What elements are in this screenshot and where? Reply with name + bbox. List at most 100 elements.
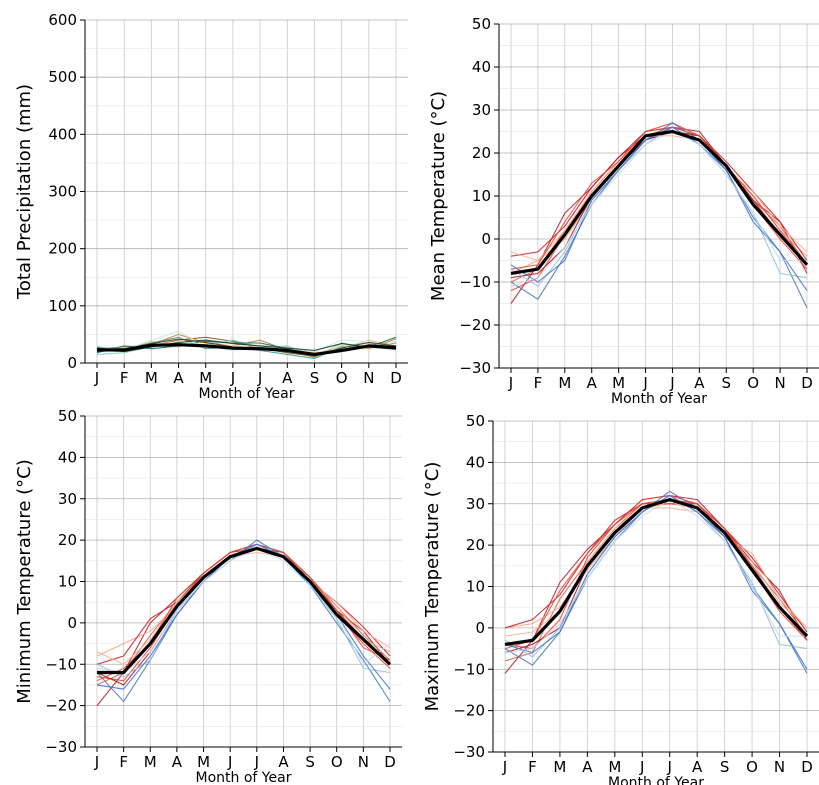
x-tick-label: A [692,758,703,776]
y-tick-label: −20 [453,702,485,720]
ensemble-line [510,126,808,288]
y-tick-label: 300 [48,183,77,201]
x-tick-label: J [502,758,507,776]
y-tick-label: −20 [459,316,491,334]
x-tick-label: J [669,374,674,392]
x-axis-label: Month of Year [608,775,704,785]
y-tick-label: 40 [466,453,485,471]
x-tick-label: A [278,753,289,771]
x-tick-label: J [508,374,513,392]
x-tick-label: A [173,369,184,387]
y-axis-label: Total Precipitation (mm) [14,84,35,300]
x-tick-label: N [774,758,785,776]
y-tick-label: 20 [58,531,77,549]
y-tick-label: −20 [45,697,77,715]
ensemble-line [96,339,397,353]
y-tick-label: 400 [48,125,77,143]
ensemble-line [96,543,391,690]
x-axis-label: Month of Year [196,770,292,785]
y-tick-label: −10 [453,660,485,678]
x-tick-label: M [558,374,571,392]
ensemble-line [504,503,808,629]
x-tick-label: D [390,369,402,387]
x-tick-label: A [282,369,293,387]
x-tick-label: S [310,369,320,387]
x-tick-label: M [199,369,212,387]
y-tick-label: 500 [48,68,77,86]
x-tick-label: N [363,369,374,387]
y-tick-label: 20 [466,536,485,554]
x-tick-label: M [612,374,625,392]
mean-line [97,546,392,675]
x-tick-label: M [553,758,566,776]
y-tick-label: 30 [472,101,491,119]
x-tick-label: O [746,758,758,776]
x-tick-label: F [120,369,129,387]
y-tick-label: 10 [58,573,77,591]
mean-line [504,498,809,646]
y-axis-label: Minimum Temperature (°C) [14,459,35,704]
mean-line [510,129,809,275]
x-tick-label: A [582,758,593,776]
x-tick-label: F [534,374,543,392]
y-axis-label: Mean Temperature (°C) [428,91,449,301]
y-tick-label: 0 [481,230,491,248]
y-tick-label: 50 [472,15,491,33]
x-tick-label: D [384,753,396,771]
x-tick-label: A [172,753,183,771]
x-tick-label: A [694,374,705,392]
y-tick-label: 0 [475,619,485,637]
y-tick-label: 20 [472,144,491,162]
y-tick-label: 200 [48,240,77,258]
x-tick-label: D [801,374,813,392]
x-axis-label: Month of Year [199,386,295,402]
y-axis-label: Maximum Temperature (°C) [422,462,443,712]
x-tick-label: J [94,753,99,771]
x-tick-label: S [722,374,732,392]
x-tick-label: J [94,369,99,387]
x-tick-label: N [774,374,785,392]
y-tick-label: 30 [58,490,77,508]
x-tick-label: N [358,753,369,771]
x-tick-label: S [305,753,315,771]
x-tick-label: J [230,369,235,387]
x-tick-label: S [720,758,730,776]
x-tick-label: D [801,758,813,776]
y-tick-label: 10 [472,187,491,205]
x-tick-label: O [336,369,348,387]
y-tick-label: 0 [67,354,77,372]
y-tick-label: −30 [45,738,77,756]
x-tick-label: J [642,374,647,392]
y-tick-label: 0 [67,614,77,632]
y-tick-label: 50 [466,412,485,430]
ensemble-line [510,130,807,287]
ensemble-line [96,547,391,674]
y-tick-label: 40 [58,448,77,466]
x-tick-label: O [331,753,343,771]
x-tick-label: F [119,753,128,771]
y-tick-label: −10 [45,655,77,673]
x-tick-label: J [639,758,644,776]
x-tick-label: J [667,758,672,776]
y-tick-label: −30 [459,359,491,377]
y-tick-label: 40 [472,58,491,76]
y-tick-label: 100 [48,297,77,315]
x-tick-label: A [587,374,598,392]
y-tick-label: 50 [58,407,77,425]
y-tick-label: 600 [48,11,77,29]
x-tick-label: M [608,758,621,776]
y-tick-label: 30 [466,495,485,513]
y-tick-label: −30 [453,743,485,761]
x-tick-label: M [197,753,210,771]
ensemble-line [510,126,808,270]
x-axis-label: Month of Year [611,391,707,407]
ensemble-line [504,498,807,654]
x-tick-label: J [254,753,259,771]
x-tick-label: M [144,753,157,771]
x-tick-label: J [257,369,262,387]
x-tick-label: O [747,374,759,392]
